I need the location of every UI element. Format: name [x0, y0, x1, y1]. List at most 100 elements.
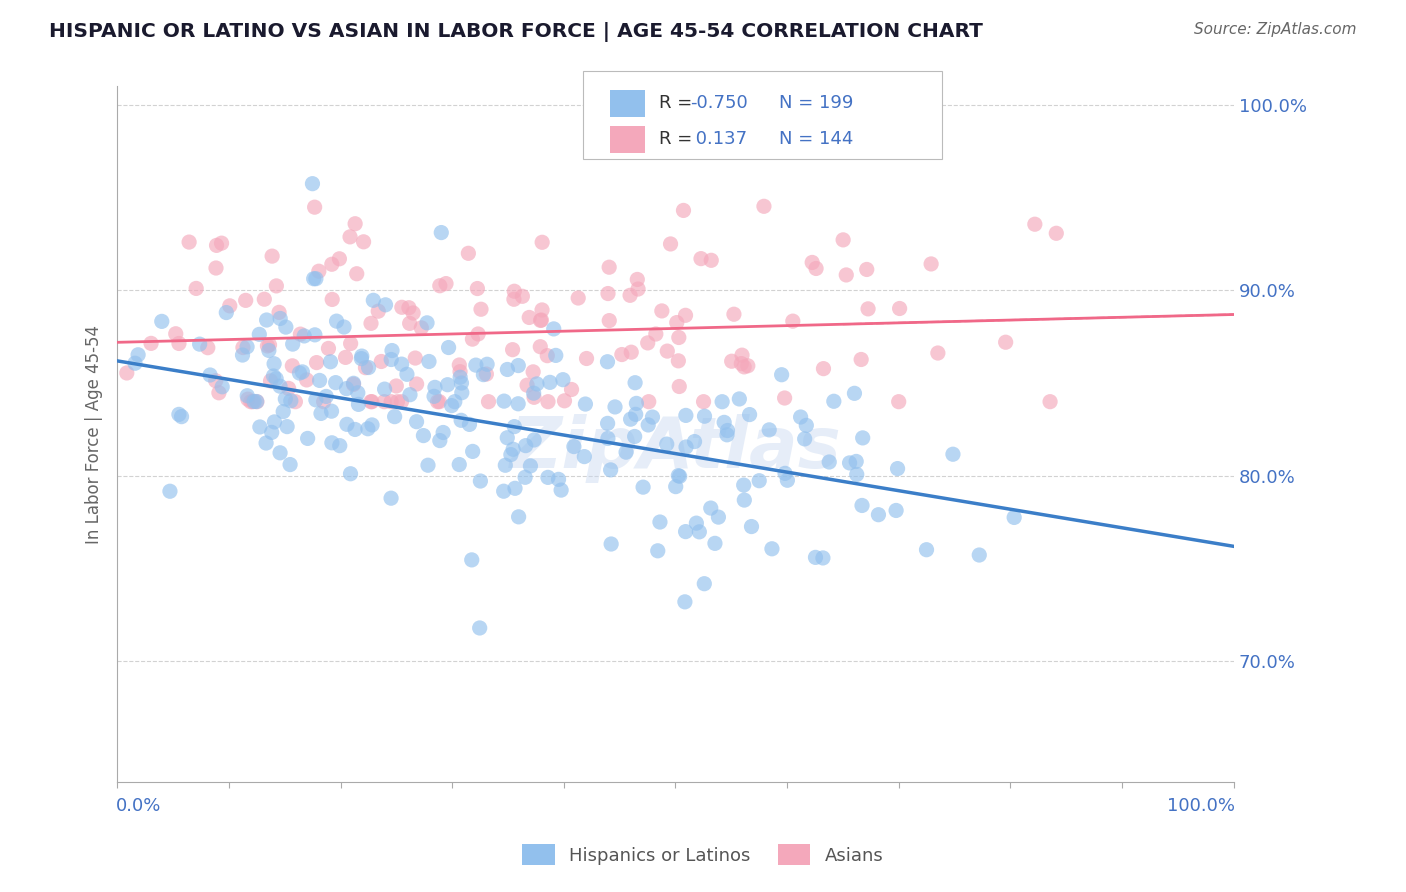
Point — [357, 422, 380, 436]
Point — [508, 359, 530, 373]
Point — [574, 450, 596, 464]
Point — [461, 332, 484, 346]
Point — [398, 317, 420, 331]
Point — [773, 391, 796, 405]
Point — [467, 281, 489, 295]
Point — [266, 279, 288, 293]
Point — [333, 320, 356, 334]
Point — [692, 394, 714, 409]
Point — [536, 349, 558, 363]
Point — [319, 355, 342, 369]
Point — [544, 348, 567, 362]
Point — [631, 480, 654, 494]
Point — [688, 524, 710, 539]
Point — [562, 440, 585, 454]
Point — [637, 394, 659, 409]
Point — [208, 385, 231, 400]
Point — [416, 316, 439, 330]
Point — [683, 434, 706, 449]
Point — [198, 368, 221, 382]
Text: R =: R = — [659, 130, 699, 148]
Point — [855, 262, 877, 277]
Point — [281, 337, 304, 351]
Point — [619, 288, 641, 302]
Point — [450, 413, 472, 427]
Point — [801, 255, 824, 269]
Point — [305, 271, 328, 285]
Point — [309, 406, 332, 420]
Point — [461, 553, 484, 567]
Point — [530, 313, 553, 327]
Point — [384, 409, 406, 424]
Point — [357, 360, 380, 375]
Point — [449, 458, 471, 472]
Point — [325, 376, 347, 390]
Point — [344, 422, 367, 436]
Point — [262, 249, 284, 263]
Point — [276, 419, 298, 434]
Point — [253, 292, 276, 306]
Point — [472, 368, 495, 382]
Point — [450, 385, 472, 400]
Point — [254, 436, 277, 450]
Point — [716, 427, 738, 442]
Point — [740, 519, 762, 533]
Point — [845, 454, 868, 468]
Point — [211, 236, 233, 251]
Point — [794, 418, 817, 433]
Point — [321, 404, 343, 418]
Point — [733, 359, 755, 374]
Point — [889, 301, 911, 316]
Point — [440, 399, 463, 413]
Text: 0.137: 0.137 — [690, 130, 748, 148]
Point — [308, 264, 330, 278]
Point — [370, 354, 392, 368]
Point — [596, 432, 619, 446]
Point — [416, 458, 439, 473]
Point — [886, 461, 908, 475]
Text: HISPANIC OR LATINO VS ASIAN IN LABOR FORCE | AGE 45-54 CORRELATION CHART: HISPANIC OR LATINO VS ASIAN IN LABOR FOR… — [49, 22, 983, 42]
Point — [475, 357, 498, 371]
Point — [304, 200, 326, 214]
Point — [845, 467, 868, 482]
Point — [728, 392, 751, 406]
Point — [267, 305, 290, 319]
Point — [344, 217, 367, 231]
Point — [543, 322, 565, 336]
Point — [449, 358, 471, 372]
Point — [236, 389, 259, 403]
Point — [537, 470, 560, 484]
Point — [353, 235, 375, 249]
Point — [325, 314, 347, 328]
Point — [243, 394, 266, 409]
Point — [271, 404, 294, 418]
Point — [738, 408, 761, 422]
Point — [468, 621, 491, 635]
Point — [503, 292, 526, 306]
Point — [887, 394, 910, 409]
Point — [246, 394, 269, 409]
Point — [232, 341, 254, 355]
Point — [458, 417, 481, 432]
Point — [515, 439, 537, 453]
Point — [523, 386, 546, 401]
Point — [716, 424, 738, 438]
Point — [832, 233, 855, 247]
Point — [1024, 217, 1046, 231]
Point — [399, 387, 422, 401]
Point — [496, 362, 519, 376]
Point — [242, 394, 264, 409]
Point — [693, 576, 716, 591]
Point — [436, 377, 458, 392]
Point — [668, 379, 690, 393]
Point — [297, 432, 319, 446]
Point — [127, 348, 149, 362]
Point — [312, 394, 335, 409]
Point — [231, 348, 253, 362]
Point — [508, 509, 530, 524]
Point — [398, 301, 420, 315]
Point — [450, 376, 472, 390]
Point — [380, 352, 402, 367]
Point — [328, 252, 350, 266]
Point — [281, 359, 304, 373]
